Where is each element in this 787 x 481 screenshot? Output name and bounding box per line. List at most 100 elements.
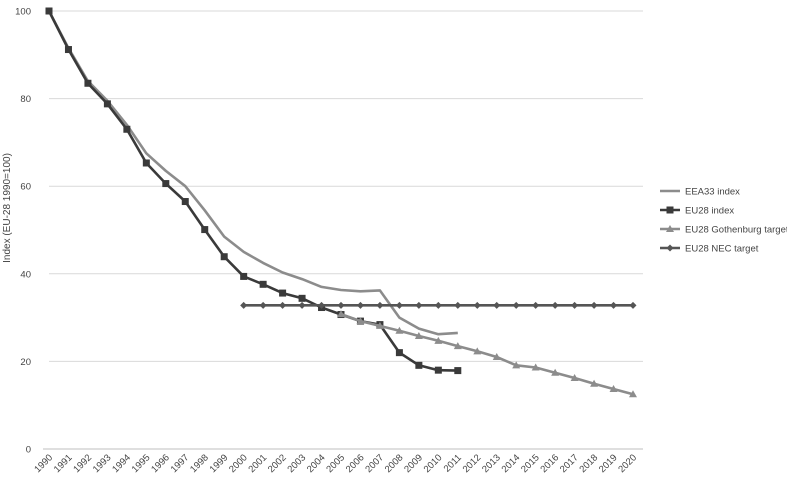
data-point-diamond xyxy=(571,301,579,309)
x-tick-label: 2018 xyxy=(577,452,600,475)
data-point-diamond xyxy=(356,301,364,309)
data-point-diamond xyxy=(590,301,598,309)
x-tick-label: 2002 xyxy=(266,452,289,475)
x-tick-label: 2006 xyxy=(344,452,367,475)
legend-label: EU28 NEC target xyxy=(685,244,759,255)
legend-entry: EU28 index xyxy=(660,206,734,217)
data-point-diamond xyxy=(454,301,462,309)
data-point-triangle xyxy=(395,326,404,334)
data-point-diamond xyxy=(493,301,501,309)
data-point-square xyxy=(395,349,403,357)
x-tick-label: 1995 xyxy=(130,452,153,475)
data-point-triangle xyxy=(609,384,618,392)
series-line xyxy=(340,312,634,396)
data-point-diamond xyxy=(395,301,403,309)
data-point-diamond xyxy=(610,301,618,309)
data-point-triangle xyxy=(414,331,423,339)
data-point-diamond xyxy=(512,301,520,309)
data-point-diamond xyxy=(337,301,345,309)
data-point-square xyxy=(454,367,462,375)
y-tick-label: 40 xyxy=(20,269,31,280)
x-tick-label: 1994 xyxy=(110,452,133,475)
data-point-triangle xyxy=(629,390,637,398)
data-point-square xyxy=(45,7,53,15)
x-tick-label: 1991 xyxy=(52,452,75,475)
y-tick-label: 80 xyxy=(20,94,31,105)
x-tick-label: 1998 xyxy=(188,452,211,475)
x-tick-label: 1997 xyxy=(169,452,192,475)
x-tick-label: 2014 xyxy=(500,452,523,475)
data-point-triangle xyxy=(453,342,462,350)
data-point-diamond xyxy=(259,301,267,309)
x-tick-label: 2016 xyxy=(539,452,562,475)
y-axis-ticks: 0 20 40 60 80 100 xyxy=(15,7,31,456)
legend-label: EEA33 index xyxy=(685,187,740,198)
x-tick-label: 2020 xyxy=(616,452,639,475)
series-3 xyxy=(240,301,637,309)
data-point-triangle xyxy=(492,353,501,361)
data-point-diamond xyxy=(629,301,637,309)
legend-entry: EEA33 index xyxy=(660,187,740,198)
x-axis-ticks: 1990199119921993199419951996199719981999… xyxy=(32,452,639,475)
data-point-square xyxy=(181,198,189,206)
data-point-triangle xyxy=(666,225,674,232)
x-tick-label: 2005 xyxy=(324,452,347,475)
data-point-square xyxy=(220,253,228,261)
legend-entry: EU28 Gothenburg target xyxy=(660,225,787,236)
series-1 xyxy=(45,7,462,375)
data-point-diamond xyxy=(434,301,442,309)
data-point-square xyxy=(162,180,170,188)
x-tick-label: 2008 xyxy=(383,452,406,475)
data-point-diamond xyxy=(415,301,423,309)
data-point-square xyxy=(123,125,131,133)
data-point-triangle xyxy=(356,317,365,325)
x-tick-label: 2015 xyxy=(519,452,542,475)
legend-label: EU28 index xyxy=(685,206,734,217)
x-tick-label: 2009 xyxy=(402,452,425,475)
series-0 xyxy=(47,10,458,336)
x-tick-label: 2003 xyxy=(285,452,308,475)
series-2 xyxy=(337,310,637,398)
y-tick-label: 20 xyxy=(20,357,31,368)
data-point-diamond xyxy=(473,301,481,309)
data-point-diamond xyxy=(279,301,287,309)
data-point-square xyxy=(415,361,423,369)
y-axis-title: Index (EU-28 1990=100) xyxy=(2,153,13,263)
data-point-triangle xyxy=(337,310,345,318)
x-tick-label: 2007 xyxy=(363,452,386,475)
x-tick-label: 2000 xyxy=(227,452,250,475)
series-line xyxy=(47,10,458,372)
x-tick-label: 2001 xyxy=(247,452,270,475)
data-point-triangle xyxy=(512,361,521,369)
x-tick-label: 1993 xyxy=(91,452,114,475)
legend: EEA33 index EU28 index EU28 Gothenburg tar… xyxy=(660,187,787,255)
legend-label: EU28 Gothenburg target xyxy=(685,225,787,236)
y-tick-label: 60 xyxy=(20,182,31,193)
data-point-diamond xyxy=(376,301,384,309)
x-tick-label: 1996 xyxy=(149,452,172,475)
x-tick-label: 2019 xyxy=(597,452,620,475)
data-point-triangle xyxy=(531,363,540,371)
data-point-triangle xyxy=(570,374,579,382)
data-point-diamond xyxy=(551,301,559,309)
data-point-square xyxy=(64,46,72,54)
x-tick-label: 2012 xyxy=(461,452,484,475)
x-tick-label: 1999 xyxy=(208,452,231,475)
data-point-diamond xyxy=(318,301,326,309)
data-point-square xyxy=(279,289,287,297)
data-point-triangle xyxy=(590,379,599,387)
series-group xyxy=(45,7,637,398)
gridlines xyxy=(43,10,643,450)
data-point-square xyxy=(298,294,306,302)
data-point-triangle xyxy=(551,368,560,376)
y-tick-label: 0 xyxy=(26,445,31,456)
data-point-square xyxy=(666,206,674,214)
data-point-square xyxy=(142,159,150,167)
series-line xyxy=(47,10,458,336)
x-tick-label: 2010 xyxy=(422,452,445,475)
data-point-diamond xyxy=(666,244,674,252)
data-point-triangle xyxy=(375,321,384,329)
data-point-square xyxy=(240,272,248,280)
x-tick-label: 2017 xyxy=(558,452,581,475)
